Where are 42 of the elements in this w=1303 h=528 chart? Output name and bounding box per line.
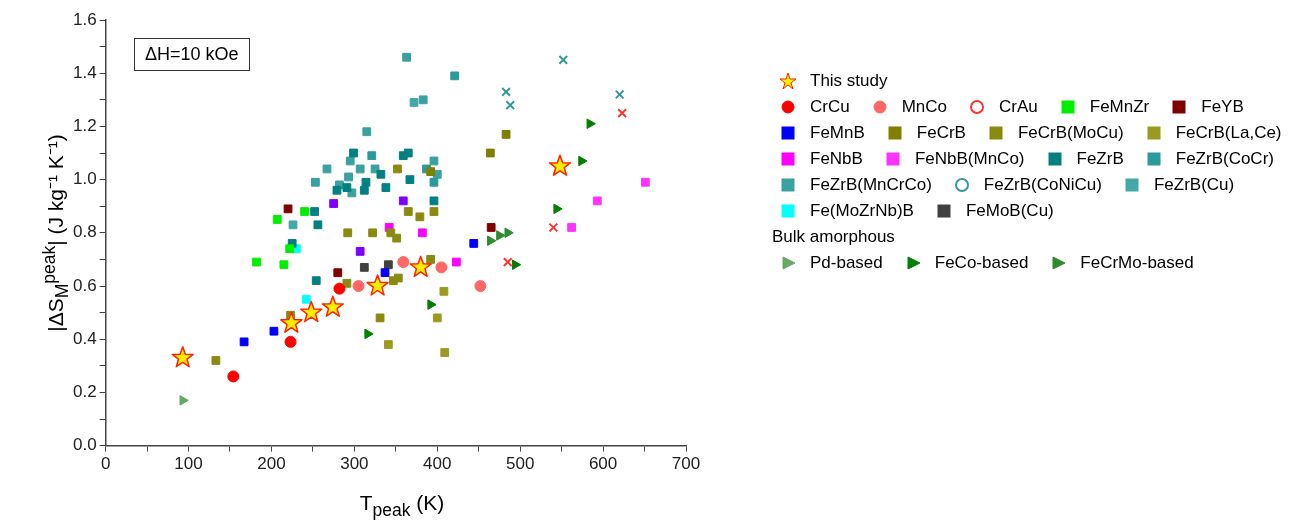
legend-label: CrAu <box>999 96 1038 118</box>
legend-label: Pd-based <box>810 252 883 274</box>
legend-label: FeCrB(MoCu) <box>1017 122 1124 144</box>
y-tick-label: 0.4 <box>72 328 97 348</box>
legend-label: FeZrB <box>1076 148 1124 170</box>
x-tick-label: 0 <box>100 454 111 474</box>
legend-label: FeNbB(MnCo) <box>914 148 1025 170</box>
legend-label: MnCo <box>901 96 948 118</box>
legend-label: FeZrB(CoCr) <box>1175 148 1274 170</box>
legend-label: FeCrMo-based <box>1080 252 1194 274</box>
text: Bulk amorphous <box>772 226 896 248</box>
x-axis-title: T$_{peak}$ (K) <box>359 491 445 521</box>
legend-label: FeNbB <box>810 148 863 170</box>
legend-label: FeMoB(Cu) <box>965 200 1054 222</box>
y-tick-label: 1.6 <box>72 9 97 29</box>
x-tick-label: 700 <box>671 454 701 474</box>
legend-label: Fe(MoZrNb)B <box>810 200 914 222</box>
legend-label: FeZrB(CoNiCu) <box>983 174 1102 196</box>
legend-label: FeMnZr <box>1089 96 1150 118</box>
legend-label: FeZrB(Cu) <box>1153 174 1235 196</box>
y-tick-label: 1.2 <box>72 116 97 136</box>
x-tick-label: 600 <box>588 454 618 474</box>
legend-label: FeCo-based <box>934 252 1029 274</box>
x-tick-label: 100 <box>174 454 203 474</box>
legend-label: FeCrB <box>916 122 966 144</box>
y-tick-label: 0.2 <box>72 382 97 402</box>
x-tick-label: 300 <box>340 454 369 474</box>
annotation: ΔH=10 kOe <box>134 38 250 71</box>
legend-label: FeZrB(MnCrCo) <box>810 174 932 196</box>
y-tick-label: 0.8 <box>72 222 97 242</box>
y-tick-label: 0.6 <box>72 275 97 295</box>
y-tick-label: 1.4 <box>72 62 97 82</box>
legend-label: CrCu <box>810 96 850 118</box>
legend-label: FeMnB <box>810 122 865 144</box>
y-tick-label: 0.0 <box>72 435 97 455</box>
x-tick-label: 200 <box>257 454 286 474</box>
legend-label: FeYB <box>1201 96 1244 118</box>
legend-label: FeCrB(La,Ce) <box>1175 122 1282 144</box>
y-tick-label: 1.0 <box>72 169 97 189</box>
x-tick-label: 400 <box>423 454 452 474</box>
legend-label: This study <box>810 70 888 92</box>
x-tick-label: 500 <box>505 454 535 474</box>
